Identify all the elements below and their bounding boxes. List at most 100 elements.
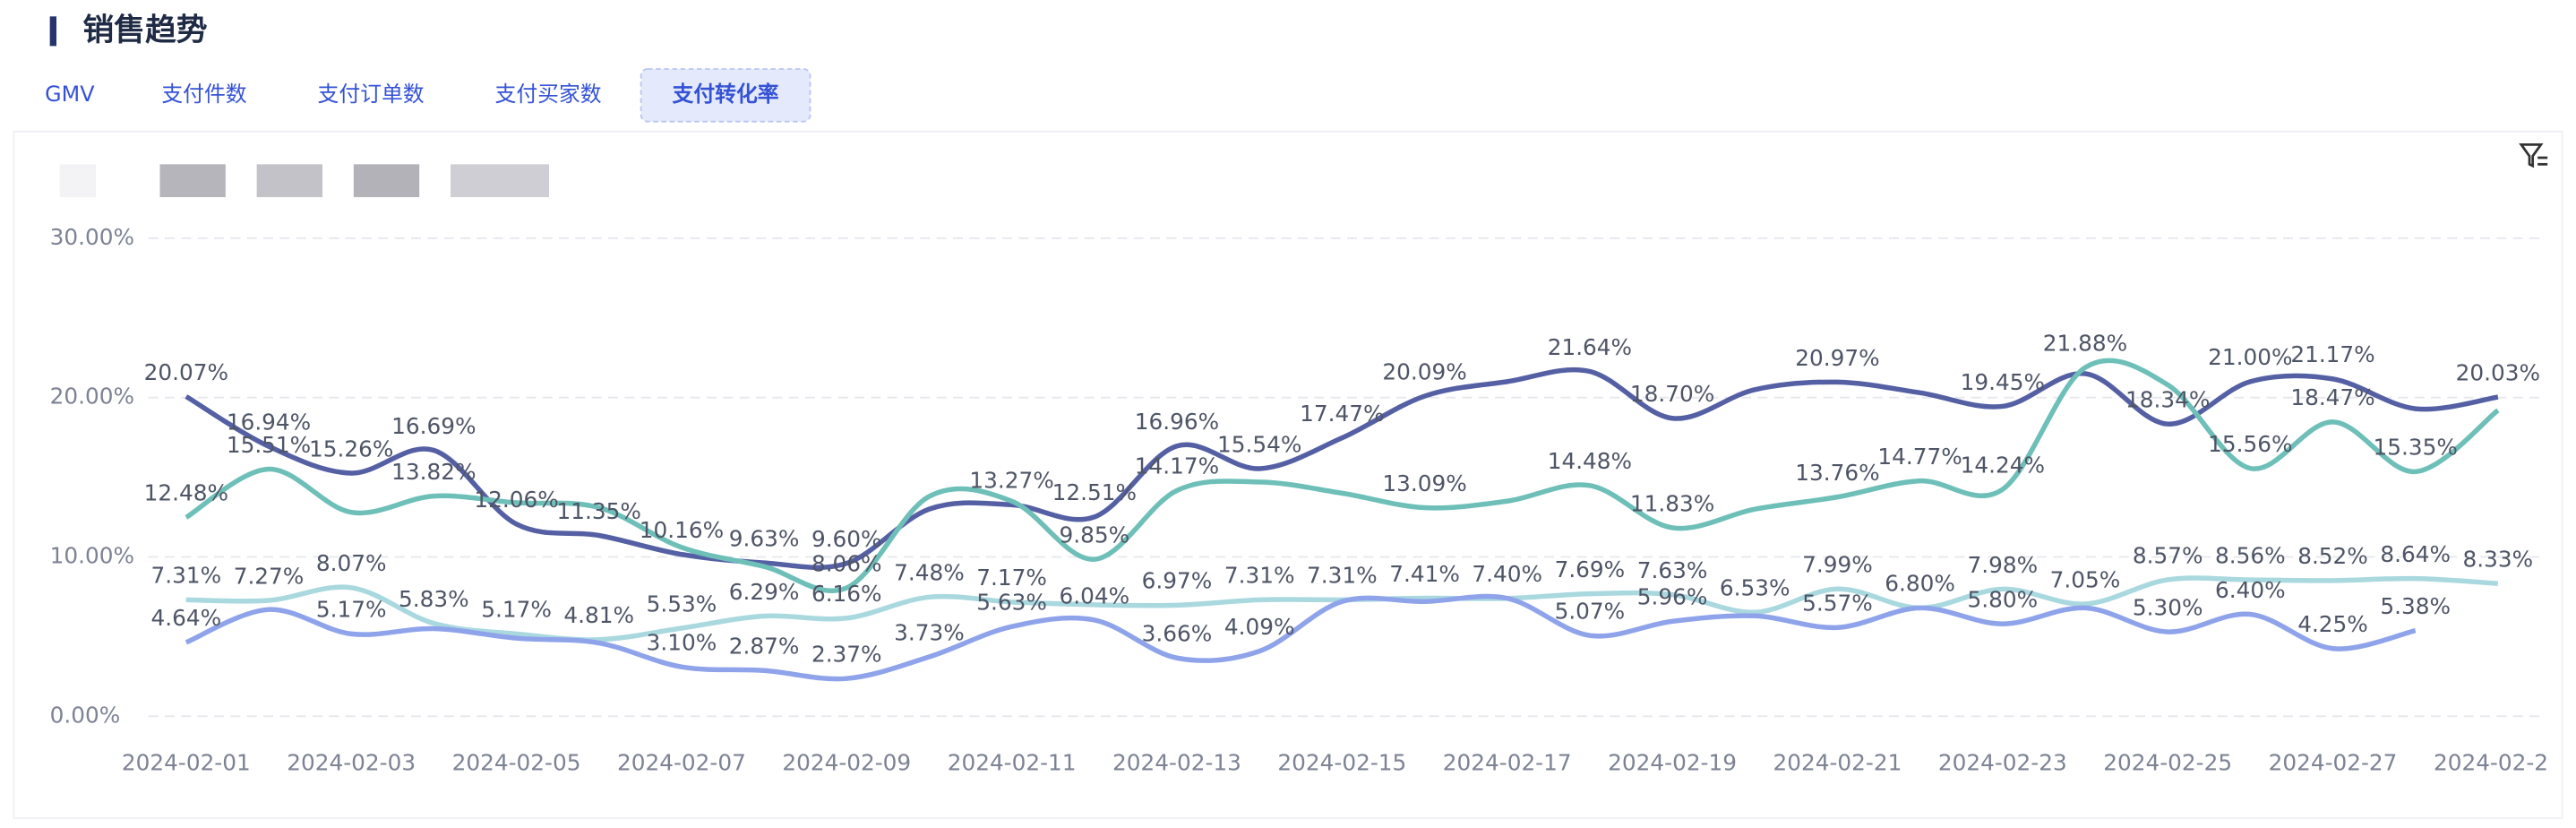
data-label: 21.17% [2290,341,2374,367]
data-label: 13.09% [1382,470,1466,496]
tab-label: GMV [45,82,95,107]
data-label: 2.87% [729,634,800,660]
legend-item [451,164,549,197]
data-label: 7.40% [1472,561,1542,587]
data-label: 5.38% [2380,593,2451,619]
filter-icon[interactable] [2519,142,2548,168]
tab[interactable]: 支付转化率 [640,68,811,123]
data-label: 7.41% [1389,561,1460,587]
data-label: 13.76% [1795,460,1879,486]
data-label: 15.51% [227,432,311,458]
data-label: 7.63% [1637,557,1708,583]
data-label: 8.52% [2297,543,2368,569]
x-tick-label: 2024-02-07 [617,750,746,776]
legend-blurred [59,164,549,197]
data-label: 3.66% [1142,621,1213,647]
data-label: 18.34% [2125,387,2210,413]
y-tick-label: 0.00% [50,702,121,728]
tab[interactable]: 支付订单数 [318,82,425,107]
data-label: 9.63% [729,525,800,551]
legend-item [159,164,226,197]
legend-item [353,164,420,197]
data-label: 17.47% [1300,401,1384,427]
plot: 0.00% 10.00% 20.00% 30.00% 2024-02-01 2024-02… [50,224,2563,776]
data-label: 14.24% [1961,452,2045,478]
data-label: 2.37% [811,642,882,668]
data-label: 8.07% [316,550,387,576]
x-tick-label: 2024-02-11 [948,750,1077,776]
data-label: 4.09% [1224,614,1295,640]
data-label: 7.98% [1967,552,2038,578]
tab-active-bg [640,68,811,123]
data-label: 20.09% [1382,358,1466,384]
data-label: 20.97% [1795,345,1879,371]
data-label: 16.96% [1135,409,1219,435]
x-tick-label: 2024-02-15 [1277,750,1406,776]
tab-label: 支付件数 [161,82,246,107]
data-label: 8.06% [811,550,882,576]
series-line [185,593,2417,682]
x-tick-label: 2024-02-23 [1938,750,2067,776]
data-label: 21.64% [1548,334,1632,360]
data-label: 7.31% [1307,563,1378,589]
data-label: 15.26% [309,436,393,461]
x-tick-label: 2024-02-19 [1608,750,1737,776]
data-label: 8.57% [2133,542,2203,568]
y-tick-label: 10.00% [50,543,134,569]
y-tick-label: 20.00% [50,384,134,410]
data-label: 5.83% [399,586,469,612]
data-label: 7.05% [2050,566,2121,592]
data-label: 5.96% [1637,584,1708,610]
data-label: 11.35% [557,498,641,524]
data-label: 8.64% [2380,541,2451,567]
data-label: 6.04% [1060,582,1130,608]
tab-label: 支付转化率 [673,82,779,107]
chart-card [13,130,2563,819]
data-label: 4.64% [151,605,222,631]
data-label: 7.31% [151,563,222,589]
section-title: 销售趋势 [82,13,207,48]
data-label: 3.10% [647,630,717,656]
tab-label: 支付订单数 [318,82,425,107]
tab[interactable]: GMV [45,82,95,107]
data-label: 8.56% [2215,542,2286,568]
data-label: 6.80% [1885,571,1955,597]
data-label: 7.27% [234,563,305,589]
data-label: 7.69% [1555,556,1626,582]
data-label: 5.07% [1555,599,1626,625]
data-label: 4.25% [2297,611,2368,637]
data-label: 7.17% [976,565,1047,591]
data-label: 6.16% [811,581,882,607]
data-label: 4.81% [563,602,634,628]
x-tick-label: 2024-02-25 [2103,750,2232,776]
data-label: 12.48% [144,480,228,506]
tab-label: 支付买家数 [495,82,602,107]
data-label: 5.80% [1967,587,2038,613]
tab[interactable]: 支付买家数 [495,82,602,107]
tab-bar: GMV 支付件数 支付订单数 支付买家数 支付转化率 [45,68,811,123]
title-marker [49,16,56,47]
data-label: 7.99% [1802,552,1873,578]
data-label: 18.70% [1630,381,1714,407]
x-tick-label: 2024-02-29 [2434,750,2563,776]
data-label: 21.00% [2208,344,2292,370]
data-label: 14.48% [1548,448,1632,474]
tab[interactable]: 支付件数 [161,82,246,107]
data-label: 5.53% [647,591,717,617]
x-tick-label: 2024-02-13 [1112,750,1241,776]
data-label: 19.45% [1961,369,2045,395]
series-line [185,358,2500,594]
x-tick-label: 2024-02-09 [782,750,911,776]
x-tick-label: 2024-02-27 [2269,750,2398,776]
data-label: 10.16% [640,517,724,543]
series-line [185,367,2499,570]
data-label: 9.60% [811,526,882,552]
legend-item [59,164,96,197]
data-label: 7.31% [1224,563,1295,589]
data-label: 11.83% [1630,490,1714,516]
y-tick-label: 30.00% [50,224,134,250]
data-label: 15.35% [2374,435,2458,461]
